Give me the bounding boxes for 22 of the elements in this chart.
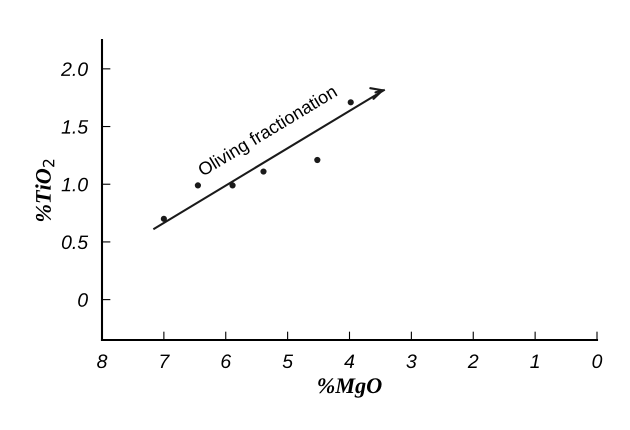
x-tick-label: 2	[468, 354, 478, 368]
x-tick-label: 7	[160, 354, 170, 368]
x-tick-label: 1	[530, 354, 539, 368]
x-tick-label: 3	[406, 354, 417, 368]
x-tick-label: 5	[282, 354, 294, 368]
y-tick-label: 2.0	[60, 62, 88, 76]
x-tick-label: 8	[97, 354, 108, 368]
y-axis-title: %TiO$_{2}$	[35, 160, 54, 222]
point	[314, 156, 320, 164]
point	[260, 168, 267, 175]
point	[348, 99, 354, 106]
x-tick-label: 0	[592, 354, 602, 368]
y-tick-label: 0.5	[62, 235, 88, 250]
y-tick-label: 0	[78, 293, 88, 307]
x-axis-title: %MgO	[318, 378, 382, 398]
y-tick-label: 1.0	[62, 178, 88, 192]
y-tick-label: 1.5	[62, 120, 88, 134]
point	[160, 216, 167, 222]
point	[194, 182, 202, 188]
point	[229, 182, 236, 188]
x-tick-label: 4	[344, 354, 354, 368]
x-tick-label: 6	[221, 354, 232, 368]
